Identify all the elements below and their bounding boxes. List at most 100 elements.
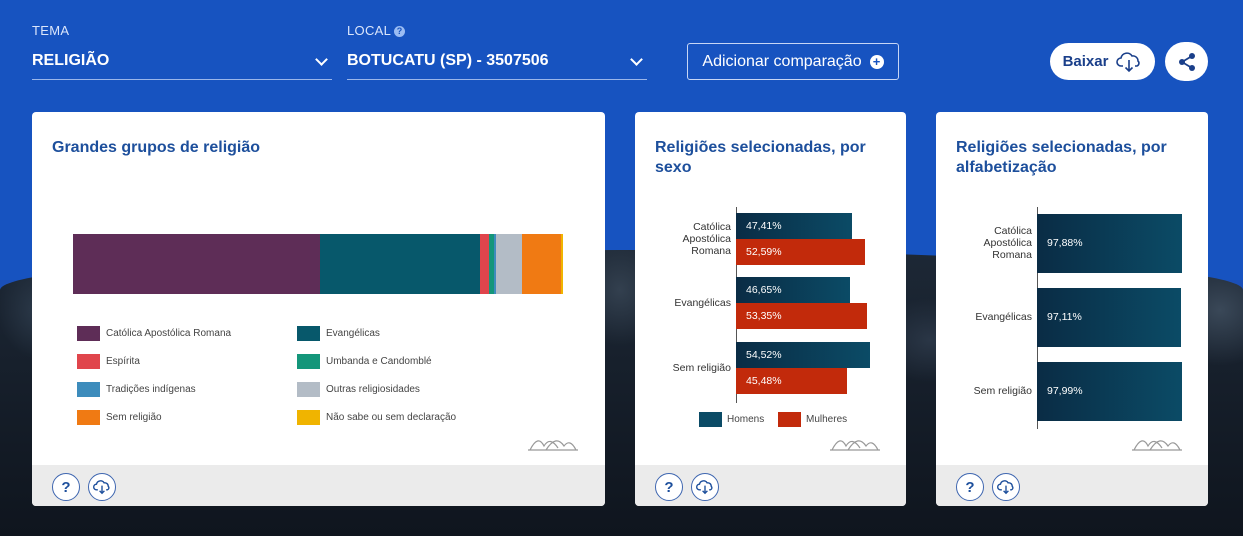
bar-homens[interactable]: 46,65%	[736, 277, 851, 303]
legend-item-mulheres: Mulheres	[778, 412, 847, 427]
download-chart-button[interactable]	[992, 473, 1020, 501]
stack-segment[interactable]	[494, 234, 497, 294]
chevron-down-icon	[630, 53, 643, 66]
chevron-down-icon	[315, 53, 328, 66]
card-por-sexo: Religiões selecionadas, por sexo Católic…	[635, 112, 906, 506]
category-label: Católica Apostólica Romana	[682, 221, 731, 257]
legend-label: Evangélicas	[326, 328, 380, 339]
stack-segment[interactable]	[521, 234, 561, 294]
stack-segment[interactable]	[320, 234, 480, 294]
card-title: Religiões selecionadas, por sexo	[655, 138, 866, 178]
legend-swatch	[297, 354, 320, 369]
card-footer: ?	[936, 465, 1208, 506]
category-label: Sem religião	[973, 385, 1032, 397]
stacked-bar-chart	[73, 234, 563, 294]
bar-mulheres[interactable]: 52,59%	[736, 239, 865, 265]
cloud-download-icon	[696, 480, 713, 495]
cloud-download-icon	[93, 480, 110, 495]
card-grandes-grupos: Grandes grupos de religião Católica Apos…	[32, 112, 605, 506]
stack-segment[interactable]	[489, 234, 495, 294]
plus-circle-icon: +	[869, 54, 884, 69]
category-label: Evangélicas	[975, 311, 1032, 323]
share-icon	[1178, 52, 1195, 71]
legend-swatch	[699, 412, 722, 427]
stack-segment[interactable]	[560, 234, 563, 294]
stack-segment[interactable]	[73, 234, 321, 294]
legend-swatch	[77, 410, 100, 425]
card-footer: ?	[32, 465, 605, 506]
category-label: Sem religião	[672, 362, 731, 374]
question-icon[interactable]: ?	[394, 26, 406, 37]
card-footer: ?	[635, 465, 906, 506]
cloud-download-icon	[1116, 51, 1141, 72]
legend-swatch	[77, 354, 100, 369]
bar-homens[interactable]: 54,52%	[736, 342, 870, 368]
category-label: Evangélicas	[674, 297, 731, 309]
legend-item: Sem religião	[77, 410, 162, 425]
download-button[interactable]: Baixar	[1050, 43, 1155, 80]
stack-segment[interactable]	[496, 234, 522, 294]
card-title-line1: Religiões selecionadas, por	[956, 139, 1167, 156]
legend-swatch	[77, 326, 100, 341]
ibge-logo-watermark	[528, 440, 578, 451]
legend-label: Mulheres	[806, 414, 848, 425]
download-chart-button[interactable]	[88, 473, 116, 501]
download-label: Baixar	[1062, 53, 1109, 70]
cloud-download-icon	[997, 480, 1014, 495]
question-icon: ?	[965, 478, 975, 496]
legend-label: Homens	[727, 414, 765, 425]
legend-swatch	[297, 326, 320, 341]
legend-label: Outras religiosidades	[326, 384, 420, 395]
legend-label: Católica Apostólica Romana	[106, 328, 232, 339]
legend-item: Umbanda e Candomblé	[297, 354, 432, 369]
card-por-alfabetizacao: Religiões selecionadas, por alfabetizaçã…	[936, 112, 1208, 506]
local-label: LOCAL	[347, 23, 392, 38]
share-button[interactable]	[1165, 42, 1208, 81]
legend-item: Outras religiosidades	[297, 382, 420, 397]
legend-label: Não sabe ou sem declaração	[326, 412, 457, 423]
legend-label: Espírita	[106, 356, 140, 367]
stack-segment[interactable]	[479, 234, 490, 294]
bar-alfabetizados[interactable]: 97,88%	[1037, 214, 1182, 273]
legend-item: Não sabe ou sem declaração	[297, 410, 456, 425]
legend-item: Evangélicas	[297, 326, 380, 341]
bar-homens[interactable]: 47,41%	[736, 213, 853, 239]
card-title-line2: alfabetização	[956, 159, 1057, 176]
help-button[interactable]: ?	[655, 473, 683, 501]
help-button[interactable]: ?	[52, 473, 80, 501]
tema-label: TEMA	[32, 23, 70, 38]
legend-item: Espírita	[77, 354, 140, 369]
legend-label: Umbanda e Candomblé	[326, 356, 432, 367]
legend-swatch	[297, 410, 320, 425]
download-chart-button[interactable]	[691, 473, 719, 501]
card-title-line2: sexo	[655, 159, 692, 176]
tema-value: RELIGIÃO	[32, 52, 110, 69]
card-title: Grandes grupos de religião	[52, 139, 261, 156]
legend-item: Católica Apostólica Romana	[77, 326, 231, 341]
local-label-wrap: LOCAL?	[347, 23, 406, 38]
add-comparison-label: Adicionar comparação	[702, 52, 862, 70]
local-select[interactable]: BOTUCATU (SP) - 3507506	[347, 42, 647, 80]
legend-label: Tradições indígenas	[106, 384, 196, 395]
add-comparison-button[interactable]: Adicionar comparação +	[687, 43, 899, 80]
bar-mulheres[interactable]: 53,35%	[736, 303, 867, 329]
ibge-logo-watermark	[1132, 440, 1182, 451]
local-value: BOTUCATU (SP) - 3507506	[347, 52, 549, 69]
category-label: Católica Apostólica Romana	[983, 225, 1032, 261]
bar-mulheres[interactable]: 45,48%	[736, 368, 848, 394]
legend-item-homens: Homens	[699, 412, 764, 427]
card-title: Religiões selecionadas, por alfabetizaçã…	[956, 138, 1167, 178]
legend-label: Sem religião	[106, 412, 162, 423]
legend-swatch	[297, 382, 320, 397]
card-title-line1: Religiões selecionadas, por	[655, 139, 866, 156]
bar-alfabetizados[interactable]: 97,11%	[1037, 288, 1181, 347]
ibge-logo-watermark	[830, 440, 880, 451]
legend-swatch	[77, 382, 100, 397]
legend-swatch	[778, 412, 801, 427]
legend-item: Tradições indígenas	[77, 382, 196, 397]
question-icon: ?	[664, 478, 674, 496]
bar-alfabetizados[interactable]: 97,99%	[1037, 362, 1183, 421]
tema-select[interactable]: RELIGIÃO	[32, 42, 332, 80]
help-button[interactable]: ?	[956, 473, 984, 501]
question-icon: ?	[61, 478, 71, 496]
